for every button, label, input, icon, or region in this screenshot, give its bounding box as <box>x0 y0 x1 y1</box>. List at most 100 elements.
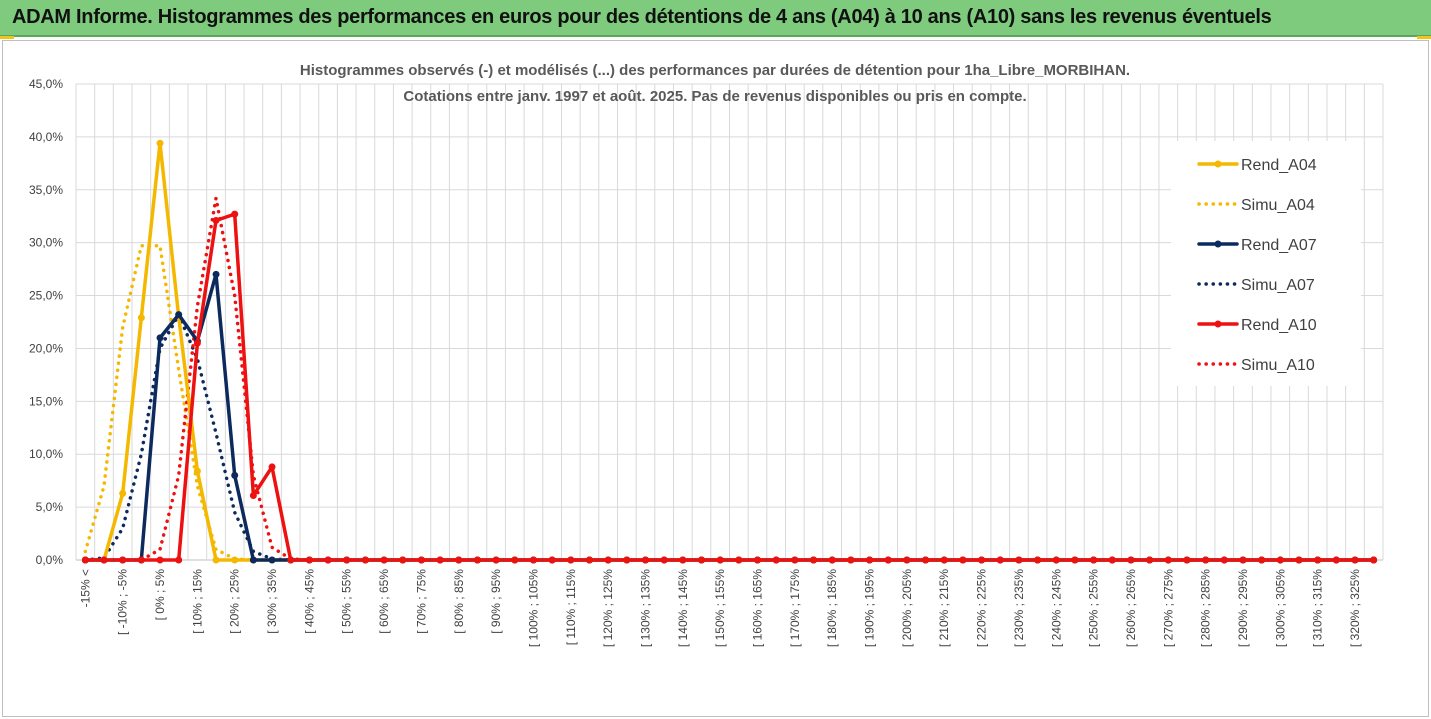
x-tick-label: [ 250% ; 255% <box>1087 569 1101 647</box>
chart-title-line: Cotations entre janv. 1997 et août. 2025… <box>403 88 1026 105</box>
x-tick-label: [ 230% ; 235% <box>1012 569 1026 647</box>
data-point-rend_a10 <box>1034 556 1042 564</box>
x-tick-label: [ 210% ; 215% <box>937 569 951 647</box>
data-point-rend_a10 <box>922 556 930 564</box>
x-tick-label: [ 160% ; 165% <box>751 569 765 647</box>
x-axis: -15% < [ -10% ; -5% [ 0% ; 5% [ 10% ; 15% [ … <box>78 569 1362 647</box>
data-point-rend_a10 <box>380 556 388 564</box>
data-point-rend_a10 <box>231 210 239 218</box>
data-point-rend_a10 <box>212 216 220 224</box>
x-tick-label: -15% < <box>78 569 92 607</box>
chart-area: Histogrammes observés (-) et modélisés (… <box>2 40 1429 717</box>
y-tick-label: 0,0% <box>36 553 64 567</box>
legend-label: Rend_A04 <box>1241 157 1317 174</box>
x-tick-label: [ 220% ; 225% <box>975 569 989 647</box>
x-tick-label: [ 20% ; 25% <box>228 569 242 634</box>
data-point-rend_a10 <box>1370 556 1378 564</box>
x-tick-label: [ 90% ; 95% <box>489 569 503 634</box>
x-tick-label: [ 290% ; 295% <box>1236 569 1250 647</box>
data-point-rend_a10 <box>175 556 183 564</box>
x-tick-label: [ 130% ; 135% <box>638 569 652 647</box>
data-point-rend_a10 <box>343 556 351 564</box>
data-point-rend_a10 <box>1183 556 1191 564</box>
x-tick-label: [ 60% ; 65% <box>377 569 391 634</box>
data-point-rend_a10 <box>866 556 874 564</box>
data-point-rend_a10 <box>81 556 89 564</box>
data-point-rend_a10 <box>1314 556 1322 564</box>
report-banner: ADAM Informe. Histogrammes des performan… <box>0 0 1431 37</box>
data-point-rend_a07 <box>156 334 164 342</box>
data-point-rend_a10 <box>1015 556 1023 564</box>
legend-box <box>1171 141 1361 386</box>
data-point-rend_a10 <box>119 556 127 564</box>
data-point-rend_a10 <box>249 491 257 499</box>
y-tick-label: 20,0% <box>29 341 63 355</box>
x-tick-label: [ 170% ; 175% <box>788 569 802 647</box>
x-tick-label: [ 200% ; 205% <box>900 569 914 647</box>
data-point-rend_a10 <box>604 556 612 564</box>
data-point-rend_a04 <box>156 139 164 147</box>
data-point-rend_a10 <box>772 556 780 564</box>
data-point-rend_a10 <box>940 556 948 564</box>
data-point-rend_a07 <box>212 270 220 278</box>
data-point-rend_a10 <box>529 556 537 564</box>
data-point-rend_a10 <box>585 556 593 564</box>
x-tick-label: [ 120% ; 125% <box>601 569 615 647</box>
legend-label: Simu_A10 <box>1241 357 1315 374</box>
data-point-rend_a10 <box>996 556 1004 564</box>
legend-label: Rend_A10 <box>1241 317 1317 334</box>
data-point-rend_a10 <box>791 556 799 564</box>
data-point-rend_a04 <box>212 556 220 564</box>
data-point-rend_a10 <box>287 556 295 564</box>
chart-title-line: Histogrammes observés (-) et modélisés (… <box>300 62 1130 79</box>
data-point-rend_a10 <box>1146 556 1154 564</box>
y-tick-label: 40,0% <box>29 130 63 144</box>
data-point-rend_a10 <box>1090 556 1098 564</box>
y-tick-label: 5,0% <box>36 500 64 514</box>
data-point-rend_a10 <box>1295 556 1303 564</box>
legend-marker <box>1214 320 1222 328</box>
histogram-chart: Histogrammes observés (-) et modélisés (… <box>29 62 1384 647</box>
report-title: ADAM Informe. Histogrammes des performan… <box>12 6 1272 28</box>
x-tick-label: [ 240% ; 245% <box>1049 569 1063 647</box>
data-point-rend_a07 <box>249 556 257 564</box>
data-point-rend_a10 <box>1127 556 1135 564</box>
data-point-rend_a10 <box>1164 556 1172 564</box>
y-axis: 0,0% 5,0% 10,0% 15,0% 20,0% 25,0% 30,0% 35,0% 40… <box>29 77 63 567</box>
legend-marker <box>1214 240 1222 248</box>
data-point-rend_a04 <box>231 556 239 564</box>
x-tick-label: [ 100% ; 105% <box>526 569 540 647</box>
data-point-rend_a10 <box>828 556 836 564</box>
legend-label: Simu_A07 <box>1241 277 1315 294</box>
data-point-rend_a10 <box>511 556 519 564</box>
data-point-rend_a07 <box>231 471 239 479</box>
y-tick-label: 10,0% <box>29 447 63 461</box>
x-tick-label: [ 140% ; 145% <box>676 569 690 647</box>
data-point-rend_a10 <box>978 556 986 564</box>
data-point-rend_a10 <box>324 556 332 564</box>
data-point-rend_a10 <box>679 556 687 564</box>
data-point-rend_a10 <box>1276 556 1284 564</box>
data-point-rend_a10 <box>1071 556 1079 564</box>
y-tick-label: 45,0% <box>29 77 63 91</box>
data-point-rend_a10 <box>641 556 649 564</box>
data-point-rend_a10 <box>660 556 668 564</box>
data-point-rend_a07 <box>268 556 276 564</box>
y-tick-label: 15,0% <box>29 394 63 408</box>
legend-label: Simu_A04 <box>1241 197 1315 214</box>
chart-title: Histogrammes observés (-) et modélisés (… <box>300 62 1130 105</box>
data-point-rend_a04 <box>119 489 127 497</box>
data-point-rend_a10 <box>623 556 631 564</box>
series-line-rend_a10 <box>83 212 1376 562</box>
data-point-rend_a10 <box>1239 556 1247 564</box>
x-tick-label: [ 190% ; 195% <box>863 569 877 647</box>
data-point-rend_a10 <box>137 556 145 564</box>
x-tick-label: [ 50% ; 55% <box>340 569 354 634</box>
data-point-rend_a10 <box>1108 556 1116 564</box>
data-point-rend_a10 <box>810 556 818 564</box>
data-point-rend_a10 <box>305 556 313 564</box>
data-point-rend_a10 <box>567 556 575 564</box>
legend: Rend_A04 Simu_A04 Rend_A07 Simu_A07 Rend_A10… <box>1171 141 1361 386</box>
data-point-rend_a10 <box>548 556 556 564</box>
data-point-rend_a10 <box>884 556 892 564</box>
